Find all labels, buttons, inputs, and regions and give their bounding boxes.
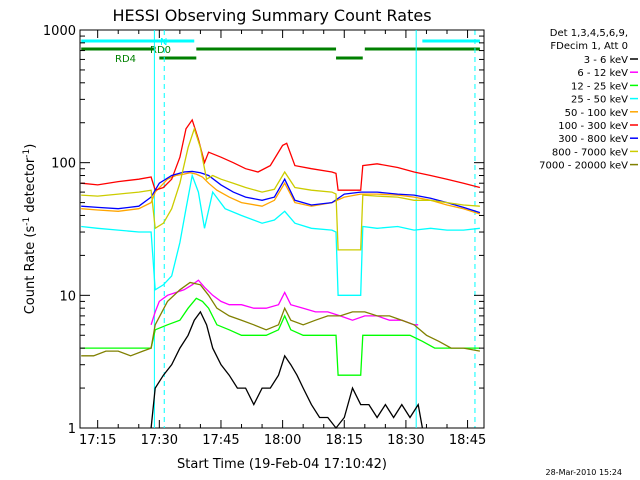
x-tick-label: 18:00 bbox=[264, 433, 301, 448]
flag-label: RD0 bbox=[150, 45, 171, 56]
legend-entry-label: 300 - 800 keV bbox=[558, 134, 628, 145]
x-tick-label: 17:15 bbox=[79, 433, 116, 448]
series-line bbox=[81, 126, 480, 251]
series-line bbox=[81, 297, 480, 376]
y-axis-label: Count Rate (s-1 detector-1) bbox=[22, 144, 38, 315]
y-axis-label-sup1: -1 bbox=[22, 217, 32, 226]
series-line bbox=[81, 173, 480, 296]
legend-entry-label: 50 - 100 keV bbox=[565, 108, 629, 119]
series-line bbox=[81, 172, 481, 215]
legend-header: FDecim 1, Att 0 bbox=[550, 41, 628, 52]
footer-timestamp: 28-Mar-2010 15:24 bbox=[546, 468, 623, 477]
x-tick-label: 18:45 bbox=[449, 433, 486, 448]
series-line bbox=[150, 279, 419, 326]
chart-title: HESSI Observing Summary Count Rates bbox=[112, 6, 431, 25]
x-tick-label: 18:15 bbox=[326, 433, 363, 448]
legend-entry-label: 12 - 25 keV bbox=[571, 81, 628, 92]
x-tick-label: 17:45 bbox=[202, 433, 239, 448]
flag-label: RD4 bbox=[115, 54, 136, 65]
y-axis-label-end: ) bbox=[23, 144, 38, 149]
series-line bbox=[81, 281, 481, 357]
y-axis-label-main: Count Rate (s bbox=[23, 226, 38, 315]
y-tick-label: 1000 bbox=[43, 24, 76, 39]
x-tick-label: 18:30 bbox=[387, 433, 424, 448]
flag-label: N bbox=[160, 37, 167, 48]
y-tick-label: 10 bbox=[59, 289, 76, 304]
legend-entry-label: 800 - 7000 keV bbox=[552, 147, 628, 158]
legend: Det 1,3,4,5,6,9, FDecim 1, Att 0 3 - 6 keV… bbox=[539, 28, 638, 172]
legend-header: Det 1,3,4,5,6,9, bbox=[550, 28, 628, 39]
series-line bbox=[81, 118, 481, 192]
y-tick-label: 1 bbox=[68, 422, 76, 437]
series-line bbox=[81, 170, 481, 214]
legend-entry-label: 3 - 6 keV bbox=[584, 55, 628, 66]
plot-frame bbox=[79, 29, 485, 429]
legend-entry-label: 100 - 300 keV bbox=[558, 121, 628, 132]
y-axis-label-mid: detector bbox=[23, 157, 38, 217]
x-tick-label: 17:30 bbox=[141, 433, 178, 448]
x-axis-label: Start Time (19-Feb-04 17:10:42) bbox=[177, 457, 387, 472]
legend-entry-label: 7000 - 20000 keV bbox=[539, 161, 628, 172]
axes-layer: 17:15 17:30 17:45 18:00 18:15 18:30 18:45 1 10 10… bbox=[43, 24, 486, 448]
series-line bbox=[150, 310, 424, 430]
legend-entry-label: 6 - 12 keV bbox=[577, 68, 628, 79]
series-layer bbox=[81, 118, 481, 430]
y-axis-label-sup2: -1 bbox=[22, 149, 32, 158]
legend-entry-label: 25 - 50 keV bbox=[571, 95, 628, 106]
y-tick-label: 100 bbox=[51, 157, 76, 172]
